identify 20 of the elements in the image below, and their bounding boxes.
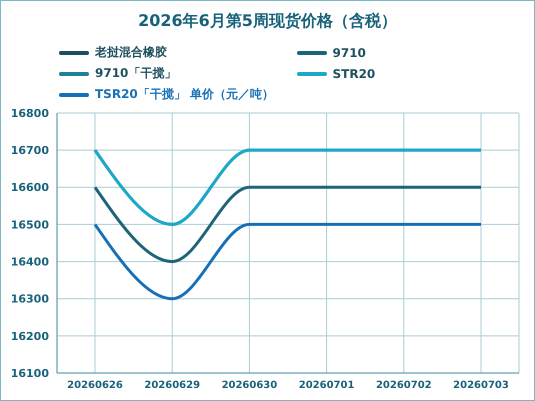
- legend-label: STR20: [332, 66, 376, 80]
- legend-label: 9710: [332, 46, 366, 60]
- legend-label: 9710「干搅」: [95, 65, 176, 82]
- x-tick-label: 20260626: [67, 380, 123, 392]
- x-tick-label: 20260629: [144, 380, 200, 392]
- x-tick-label: 20260702: [376, 380, 432, 392]
- y-tick-label: 16600: [10, 181, 50, 194]
- y-tick-label: 16200: [10, 330, 50, 343]
- chart-title: 2026年6月第5周现货价格（含税）: [137, 11, 398, 32]
- y-tick-label: 16800: [10, 106, 50, 120]
- x-tick-label: 20260630: [222, 380, 278, 392]
- x-tick-label: 20260701: [298, 380, 354, 392]
- y-tick-label: 16700: [10, 144, 50, 158]
- y-tick-label: 16500: [10, 218, 50, 232]
- legend-label: TSR20「干搅」 单价（元／吨）: [95, 86, 274, 103]
- y-tick-label: 16400: [10, 255, 50, 268]
- y-tick-label: 16300: [10, 292, 50, 306]
- x-tick-label: 20260703: [453, 380, 509, 392]
- legend-label: 老挝混合橡胶: [95, 44, 167, 61]
- y-tick-label: 16100: [10, 366, 50, 380]
